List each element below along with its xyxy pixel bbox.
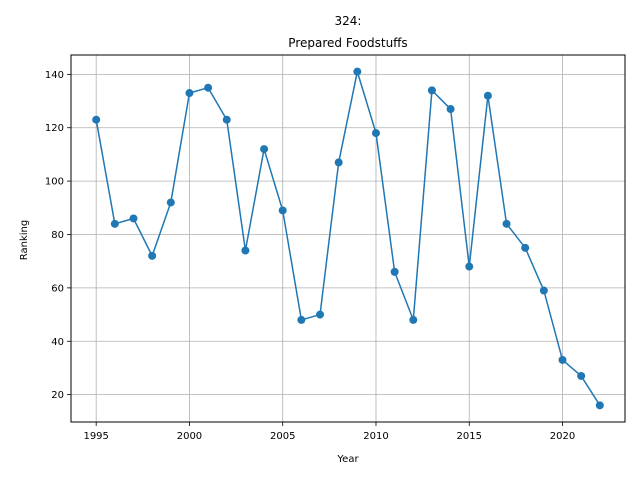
- y-tick-label-100: 100: [45, 177, 64, 188]
- data-point-2003: [241, 246, 250, 255]
- data-point-2004: [260, 145, 269, 154]
- data-point-2005: [278, 206, 287, 215]
- data-point-1997: [129, 214, 138, 223]
- data-point-1995: [92, 115, 101, 124]
- data-point-2001: [204, 83, 213, 92]
- x-tick-label-2000: 2000: [177, 431, 202, 442]
- y-tick-label-40: 40: [51, 337, 64, 348]
- data-point-2015: [465, 262, 474, 271]
- y-tick-label-120: 120: [45, 123, 64, 134]
- data-point-1999: [166, 198, 175, 207]
- x-axis: 1995 2000 2005 2010 2015 2020: [83, 422, 575, 442]
- series-ranking: [92, 67, 604, 410]
- x-tick-label-2015: 2015: [457, 431, 482, 442]
- data-point-2006: [297, 315, 306, 324]
- series-line: [95, 70, 601, 406]
- y-axis: 20 40 60 80 100 120 140: [45, 70, 71, 401]
- plot-frame: [70, 54, 626, 423]
- data-point-2010: [371, 129, 380, 138]
- data-point-1998: [148, 251, 157, 260]
- data-point-2011: [390, 267, 399, 276]
- data-point-2020: [558, 355, 567, 364]
- data-point-2019: [539, 286, 548, 295]
- data-point-1996: [110, 219, 119, 228]
- chart-title-line1: 324:: [335, 14, 362, 28]
- data-point-2016: [483, 91, 492, 100]
- y-tick-label-60: 60: [51, 283, 64, 294]
- data-point-2007: [316, 310, 325, 319]
- x-axis-label: Year: [336, 454, 359, 465]
- data-point-2014: [446, 105, 455, 114]
- data-point-2009: [353, 67, 362, 76]
- x-tick-label-1995: 1995: [83, 431, 108, 442]
- data-point-2000: [185, 89, 194, 98]
- x-tick-label-2005: 2005: [270, 431, 295, 442]
- y-tick-label-20: 20: [51, 390, 64, 401]
- data-point-2008: [334, 158, 343, 167]
- x-tick-label-2010: 2010: [363, 431, 388, 442]
- data-point-2018: [521, 243, 530, 252]
- x-tick-label-2020: 2020: [550, 431, 575, 442]
- data-point-2022: [595, 401, 604, 410]
- data-point-2013: [427, 86, 436, 95]
- y-tick-label-80: 80: [51, 230, 64, 241]
- grid: [71, 55, 625, 422]
- y-axis-label: Ranking: [19, 220, 30, 260]
- data-point-2017: [502, 219, 511, 228]
- chart-title-line2: Prepared Foodstuffs: [288, 36, 407, 50]
- data-point-2002: [222, 115, 231, 124]
- data-point-2021: [577, 371, 586, 380]
- data-point-2012: [409, 315, 418, 324]
- y-tick-label-140: 140: [45, 70, 64, 81]
